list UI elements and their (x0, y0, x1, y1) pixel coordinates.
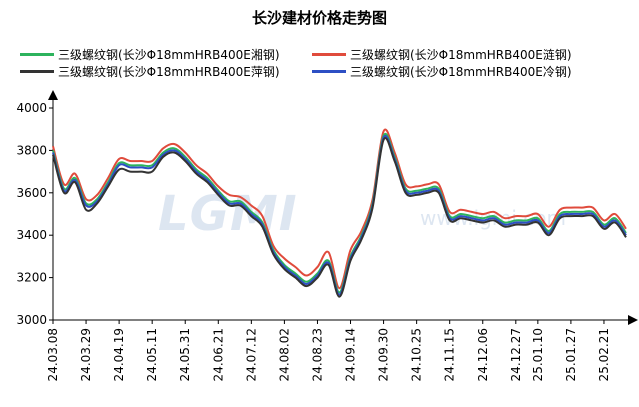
series-layer (52, 128, 627, 298)
x-tick-label: 24.09.30 (377, 328, 391, 381)
legend-swatch (20, 52, 54, 56)
x-axis-arrow (628, 315, 638, 325)
x-tick-label: 25.02.21 (597, 328, 611, 381)
legend-label: 三级螺纹钢(长沙Φ18mmHRB400E冷钢) (350, 64, 572, 79)
x-tick-label: 24.10.25 (410, 328, 424, 381)
legend-item-xiang-steel: 三级螺纹钢(长沙Φ18mmHRB400E湘钢) (20, 46, 280, 62)
x-tick-label: 24.03.29 (79, 328, 93, 381)
x-tick-label: 25.01.10 (531, 328, 545, 381)
y-tick-label: 3800 (16, 143, 47, 157)
x-tick-label: 24.03.08 (46, 328, 60, 381)
x-tick-label: 24.07.12 (244, 328, 258, 381)
x-tick-label: 24.09.14 (344, 328, 358, 381)
x-tick-label: 24.06.21 (211, 328, 225, 381)
y-axis-arrow (48, 90, 58, 100)
legend-swatch (20, 69, 54, 73)
legend-item-ping-steel: 三级螺纹钢(长沙Φ18mmHRB400E萍钢) (20, 63, 280, 79)
x-tick-label: 24.05.11 (145, 328, 159, 381)
x-tick-label: 24.08.23 (310, 328, 324, 381)
x-tick-label: 24.05.31 (178, 328, 192, 381)
series-line-1 (52, 128, 627, 290)
y-tick-label: 3400 (16, 228, 47, 242)
x-tick-label: 24.12.27 (509, 328, 523, 381)
y-tick-label: 3600 (16, 186, 47, 200)
x-tick-label: 24.11.15 (443, 328, 457, 381)
legend-label: 三级螺纹钢(长沙Φ18mmHRB400E萍钢) (58, 64, 280, 79)
legend-label: 三级螺纹钢(长沙Φ18mmHRB400E湘钢) (58, 47, 280, 62)
axes (48, 90, 638, 325)
series-line-2 (52, 137, 627, 298)
series-line-0 (52, 132, 627, 294)
tick-labels: 3000 3200 3400 3600 3800 4000 24.03.08 24.03.29… (16, 101, 611, 381)
series-line-3 (52, 135, 627, 296)
x-tick-label: 24.12.06 (476, 328, 490, 381)
y-tick-label: 3000 (16, 313, 47, 327)
y-tick-label: 4000 (16, 101, 47, 115)
x-tick-label: 24.04.19 (112, 328, 126, 381)
legend-swatch (312, 52, 346, 56)
x-tick-label: 24.08.02 (277, 328, 291, 381)
watermark-logo: LGMI (158, 186, 298, 242)
legend-label: 三级螺纹钢(长沙Φ18mmHRB400E涟钢) (350, 47, 572, 62)
legend-item-lian-steel: 三级螺纹钢(长沙Φ18mmHRB400E涟钢) (312, 46, 572, 62)
chart-title: 长沙建材价格走势图 (251, 9, 387, 27)
legend-swatch (312, 69, 346, 73)
legend-item-leng-steel: 三级螺纹钢(长沙Φ18mmHRB400E冷钢) (312, 63, 572, 79)
x-tick-label: 25.01.27 (564, 328, 578, 381)
y-tick-label: 3200 (16, 271, 47, 285)
